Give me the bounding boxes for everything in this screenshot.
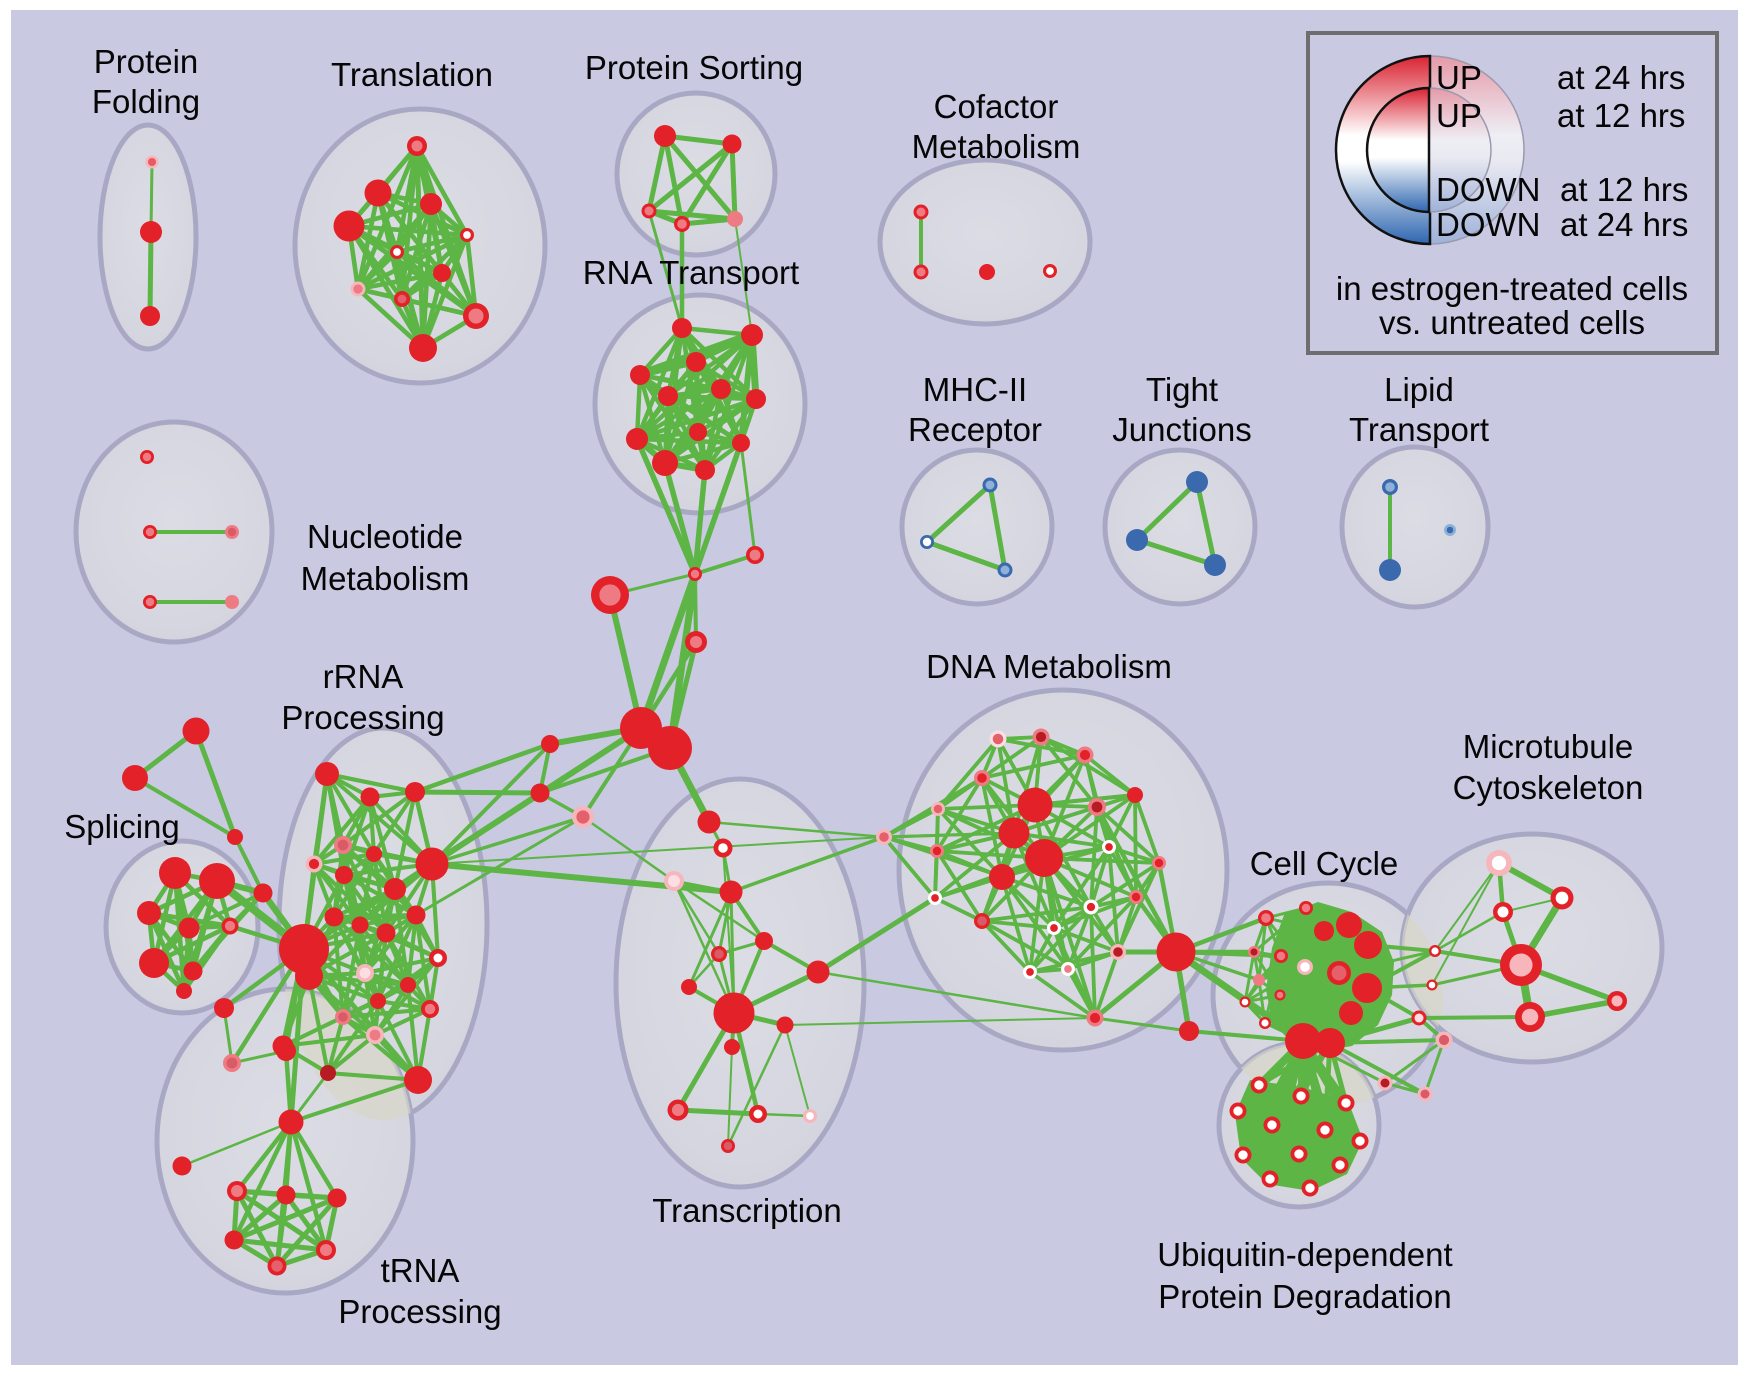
svg-text:Junctions: Junctions bbox=[1112, 411, 1251, 448]
svg-text:Ubiquitin-dependent: Ubiquitin-dependent bbox=[1157, 1236, 1452, 1273]
svg-text:UP: UP bbox=[1436, 97, 1482, 134]
svg-text:Protein Sorting: Protein Sorting bbox=[585, 49, 803, 86]
svg-text:Protein: Protein bbox=[94, 43, 199, 80]
svg-text:Transcription: Transcription bbox=[652, 1192, 842, 1229]
svg-text:RNA Transport: RNA Transport bbox=[583, 254, 799, 291]
svg-text:MHC-II: MHC-II bbox=[923, 371, 1027, 408]
svg-text:vs. untreated cells: vs. untreated cells bbox=[1379, 304, 1645, 341]
svg-text:UP: UP bbox=[1436, 59, 1482, 96]
svg-text:Tight: Tight bbox=[1146, 371, 1218, 408]
svg-text:Transport: Transport bbox=[1349, 411, 1489, 448]
svg-text:Lipid: Lipid bbox=[1384, 371, 1454, 408]
svg-text:Cell Cycle: Cell Cycle bbox=[1250, 845, 1399, 882]
svg-text:Processing: Processing bbox=[338, 1293, 501, 1330]
svg-text:Cofactor: Cofactor bbox=[934, 88, 1059, 125]
svg-text:Translation: Translation bbox=[331, 56, 493, 93]
svg-text:Processing: Processing bbox=[281, 699, 444, 736]
svg-text:rRNA: rRNA bbox=[323, 658, 404, 695]
svg-text:at 12 hrs: at 12 hrs bbox=[1557, 97, 1685, 134]
svg-text:in estrogen-treated cells: in estrogen-treated cells bbox=[1336, 270, 1688, 307]
svg-text:Protein Degradation: Protein Degradation bbox=[1158, 1278, 1452, 1315]
svg-text:Metabolism: Metabolism bbox=[301, 560, 470, 597]
svg-text:Nucleotide: Nucleotide bbox=[307, 518, 463, 555]
svg-text:Folding: Folding bbox=[92, 83, 200, 120]
svg-text:DOWN: DOWN bbox=[1436, 171, 1540, 208]
svg-text:at 24 hrs: at 24 hrs bbox=[1557, 59, 1685, 96]
svg-text:Metabolism: Metabolism bbox=[912, 128, 1081, 165]
svg-text:DOWN: DOWN bbox=[1436, 206, 1540, 243]
svg-text:tRNA: tRNA bbox=[381, 1252, 460, 1289]
svg-text:at 12 hrs: at 12 hrs bbox=[1560, 171, 1688, 208]
svg-text:Splicing: Splicing bbox=[64, 808, 180, 845]
svg-text:Cytoskeleton: Cytoskeleton bbox=[1453, 769, 1644, 806]
svg-text:Receptor: Receptor bbox=[908, 411, 1042, 448]
svg-text:DNA Metabolism: DNA Metabolism bbox=[926, 648, 1172, 685]
svg-text:Microtubule: Microtubule bbox=[1463, 728, 1634, 765]
svg-text:at 24 hrs: at 24 hrs bbox=[1560, 206, 1688, 243]
